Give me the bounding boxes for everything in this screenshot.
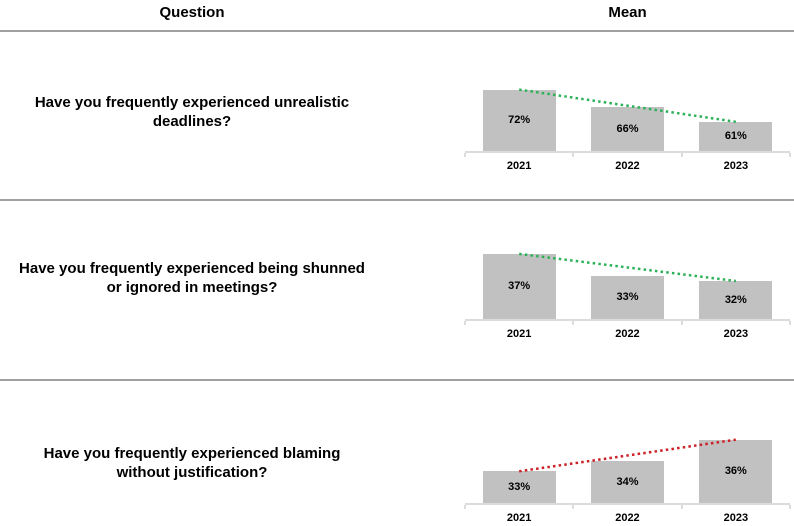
table-header: Question Mean (0, 0, 794, 32)
chart-plot-area: 37% 33% 32% (465, 243, 790, 319)
bar-2023: 32% (699, 281, 773, 319)
question-cell: Have you frequently experienced blaming … (0, 445, 384, 483)
axis-tick (464, 505, 466, 509)
x-axis (464, 151, 791, 157)
bar-value-label: 36% (724, 465, 747, 478)
x-tick-label: 2021 (506, 328, 532, 340)
bar-value-label: 32% (724, 293, 747, 306)
x-tick-label: 2021 (506, 512, 532, 524)
x-axis-labels: 2021 2022 2023 (465, 328, 790, 342)
mean-bar-chart: 37% 33% 32% 2021 2022 2023 (464, 243, 791, 342)
question-cell: Have you frequently experienced being sh… (0, 260, 384, 298)
bar-value-label: 72% (508, 114, 531, 127)
bar-2021: 72% (482, 89, 556, 151)
bar-2022: 66% (591, 107, 664, 151)
axis-tick (464, 321, 466, 325)
x-tick-label: 2022 (615, 328, 640, 340)
question-column-header: Question (159, 4, 225, 21)
x-axis-labels: 2021 2022 2023 (465, 160, 790, 174)
axis-tick (789, 505, 791, 509)
bar-2021: 33% (482, 471, 556, 503)
axis-tick (572, 153, 575, 157)
bar-2021: 37% (482, 253, 556, 319)
bar-value-label: 66% (616, 122, 639, 135)
bar-2023: 36% (699, 439, 773, 503)
x-axis-labels: 2021 2022 2023 (465, 512, 790, 526)
x-tick-label: 2023 (723, 512, 749, 524)
chart-plot-area: 33% 34% 36% (465, 427, 790, 503)
x-tick-label: 2023 (723, 328, 749, 340)
x-tick-label: 2022 (615, 160, 640, 172)
table-row: Have you frequently experienced blaming … (0, 381, 794, 524)
question-cell: Have you frequently experienced unrealis… (0, 94, 384, 132)
axis-tick (680, 321, 683, 325)
bar-value-label: 33% (616, 291, 639, 304)
table-row: Have you frequently experienced being sh… (0, 201, 794, 381)
mean-bar-chart: 33% 34% 36% 2021 2022 2023 (464, 427, 791, 526)
x-tick-label: 2022 (615, 512, 640, 524)
axis-tick (572, 505, 575, 509)
axis-tick (464, 153, 466, 157)
bar-2022: 33% (591, 275, 664, 319)
mean-column-header: Mean (608, 4, 647, 21)
x-tick-label: 2021 (506, 160, 532, 172)
x-tick-label: 2023 (723, 160, 749, 172)
x-axis (464, 503, 791, 509)
mean-bar-chart: 72% 66% 61% 2021 2022 2023 (464, 75, 791, 174)
question-text: Have you frequently experienced unrealis… (34, 94, 350, 130)
bar-value-label: 37% (508, 280, 531, 293)
bar-2022: 34% (591, 460, 664, 503)
axis-tick (680, 505, 683, 509)
bar-value-label: 33% (508, 480, 531, 493)
question-text: Have you frequently experienced being sh… (19, 260, 365, 296)
bar-value-label: 34% (616, 475, 639, 488)
axis-tick (680, 153, 683, 157)
axis-tick (572, 321, 575, 325)
chart-plot-area: 72% 66% 61% (465, 75, 790, 151)
question-text: Have you frequently experienced blaming … (43, 445, 341, 481)
bar-value-label: 61% (724, 130, 747, 143)
axis-tick (789, 321, 791, 325)
x-axis (464, 319, 791, 325)
bar-2023: 61% (699, 121, 773, 151)
axis-tick (789, 153, 791, 157)
table-row: Have you frequently experienced unrealis… (0, 32, 794, 201)
